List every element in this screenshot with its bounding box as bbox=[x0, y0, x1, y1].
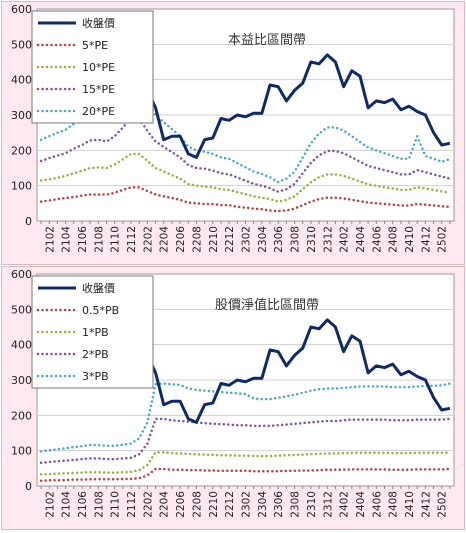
chart2-y-tick-label: 200 bbox=[11, 409, 32, 422]
chart2-x-tick-label: 2202 bbox=[142, 491, 154, 518]
chart2-x-tick-label: 2408 bbox=[388, 491, 400, 518]
pb-band-chart-panel: 0 100 200 300 400 500 600 2102 2104 2106 2108 2110 2… bbox=[1, 266, 465, 530]
chart2-x-tick-label: 2212 bbox=[224, 491, 236, 518]
chart1-x-tick-label: 2104 bbox=[61, 226, 73, 253]
chart1-x-tick-label: 2208 bbox=[191, 226, 203, 253]
chart2-x-tick-label: 2108 bbox=[93, 491, 105, 518]
chart2-x-tick-label: 2502 bbox=[437, 491, 449, 518]
chart1-y-tick-label: 200 bbox=[11, 144, 32, 157]
chart2-y-tick-label: 400 bbox=[11, 339, 32, 352]
chart1-x-tick-label: 2108 bbox=[93, 226, 105, 253]
chart1-x-tick-label: 2502 bbox=[437, 226, 449, 253]
chart1-legend-label: 20*PE bbox=[82, 105, 115, 118]
chart2-x-tick-label: 2208 bbox=[191, 491, 203, 518]
chart2-x-tick-label: 2412 bbox=[420, 491, 432, 518]
chart1-y-tick-label: 500 bbox=[11, 38, 32, 51]
chart2-y-tick-label: 0 bbox=[25, 480, 32, 493]
chart1-x-tick-label: 2412 bbox=[420, 226, 432, 253]
chart2-y-tick-label: 300 bbox=[11, 374, 32, 387]
chart2-x-tick-label: 2210 bbox=[208, 491, 220, 518]
chart1-x-tick-label: 2112 bbox=[126, 226, 138, 253]
chart2-x-tick-label: 2406 bbox=[371, 491, 383, 518]
chart2-series-2PB-line bbox=[39, 417, 452, 464]
chart1-x-tick-label: 2310 bbox=[306, 226, 318, 253]
chart1-y-tick-label: 600 bbox=[11, 3, 32, 16]
chart1-y-tick-label: 400 bbox=[11, 74, 32, 87]
chart2-x-tick-label: 2102 bbox=[44, 491, 56, 518]
chart1-x-tick-label: 2306 bbox=[273, 226, 285, 253]
chart1-series-5PE-line bbox=[39, 186, 452, 213]
chart2-series-1PB-line bbox=[39, 451, 452, 476]
chart1-x-tick-label: 2204 bbox=[159, 226, 171, 253]
chart2-x-tick-label: 2110 bbox=[110, 491, 122, 518]
chart2-legend bbox=[31, 275, 154, 389]
chart1-x-tick-label: 2210 bbox=[208, 226, 220, 253]
chart2-x-tick-label: 2402 bbox=[339, 491, 351, 518]
chart2-x-tick-label: 2304 bbox=[257, 491, 269, 518]
chart1-x-tick-label: 2304 bbox=[257, 226, 269, 253]
chart1-y-tick-label: 100 bbox=[11, 180, 32, 193]
chart1-x-tick-label: 2206 bbox=[175, 226, 187, 253]
chart1-legend-label: 收盤價 bbox=[82, 16, 115, 30]
chart1-x-tick-label: 2312 bbox=[322, 226, 334, 253]
chart1-x-tick-label: 2102 bbox=[44, 226, 56, 253]
pe-band-chart: 0 100 200 300 400 500 600 2102 2104 2106 2108 2110 2… bbox=[11, 3, 455, 253]
chart1-title: 本益比區間帶 bbox=[228, 33, 306, 48]
chart1-y-tick-label: 300 bbox=[11, 109, 32, 122]
chart1-legend-label: 15*PE bbox=[82, 83, 115, 96]
chart2-x-tick-label: 2112 bbox=[126, 491, 138, 518]
chart1-series-10PE-line bbox=[39, 152, 452, 203]
chart2-series-0.5PB-line bbox=[39, 467, 452, 482]
pe-band-chart-panel: 0 100 200 300 400 500 600 2102 2104 2106 2108 2110 2… bbox=[1, 1, 465, 265]
chart2-x-tick-label: 2312 bbox=[322, 491, 334, 518]
chart2-x-tick-label: 2404 bbox=[355, 491, 367, 518]
chart1-x-tick-label: 2212 bbox=[224, 226, 236, 253]
chart1-x-tick-label: 2202 bbox=[142, 226, 154, 253]
chart2-legend-label: 2*PB bbox=[82, 348, 109, 361]
chart1-series-15PE-line bbox=[39, 117, 452, 193]
chart2-title: 股價淨值比區間帶 bbox=[215, 297, 319, 313]
chart1-x-tick-label: 2410 bbox=[404, 226, 416, 253]
chart1-legend-label: 10*PE bbox=[82, 61, 115, 74]
chart2-legend-label: 0.5*PB bbox=[82, 304, 119, 317]
pb-band-chart: 0 100 200 300 400 500 600 2102 2104 2106 2108 2110 2… bbox=[11, 268, 455, 518]
chart2-x-tick-label: 2204 bbox=[159, 491, 171, 518]
chart2-x-tick-label: 2106 bbox=[77, 491, 89, 518]
chart1-x-tick-label: 2404 bbox=[355, 226, 367, 253]
chart2-x-tick-label: 2310 bbox=[306, 491, 318, 518]
chart1-x-tick-label: 2402 bbox=[339, 226, 351, 253]
chart2-x-tick-label: 2306 bbox=[273, 491, 285, 518]
chart2-legend-label: 1*PB bbox=[82, 326, 109, 339]
chart2-x-tick-label: 2302 bbox=[241, 491, 253, 518]
chart2-x-tick-label: 2206 bbox=[175, 491, 187, 518]
chart1-x-tick-label: 2302 bbox=[241, 226, 253, 253]
chart1-y-tick-label: 0 bbox=[25, 215, 32, 228]
chart2-series-3PB-line bbox=[39, 382, 452, 453]
chart1-x-tick-label: 2110 bbox=[110, 226, 122, 253]
chart2-y-tick-label: 500 bbox=[11, 303, 32, 316]
chart2-y-tick-label: 600 bbox=[11, 268, 32, 281]
chart1-x-tick-label: 2106 bbox=[77, 226, 89, 253]
chart1-x-tick-label: 2408 bbox=[388, 226, 400, 253]
chart1-x-tick-label: 2406 bbox=[371, 226, 383, 253]
chart1-x-tick-label: 2308 bbox=[290, 226, 302, 253]
chart2-legend-label: 3*PB bbox=[82, 370, 109, 383]
chart1-legend-label: 5*PE bbox=[82, 39, 108, 52]
chart2-legend-label: 收盤價 bbox=[82, 281, 115, 295]
chart2-x-tick-label: 2410 bbox=[404, 491, 416, 518]
chart2-x-tick-label: 2104 bbox=[61, 491, 73, 518]
chart2-x-tick-label: 2308 bbox=[290, 491, 302, 518]
chart2-y-tick-label: 100 bbox=[11, 445, 32, 458]
